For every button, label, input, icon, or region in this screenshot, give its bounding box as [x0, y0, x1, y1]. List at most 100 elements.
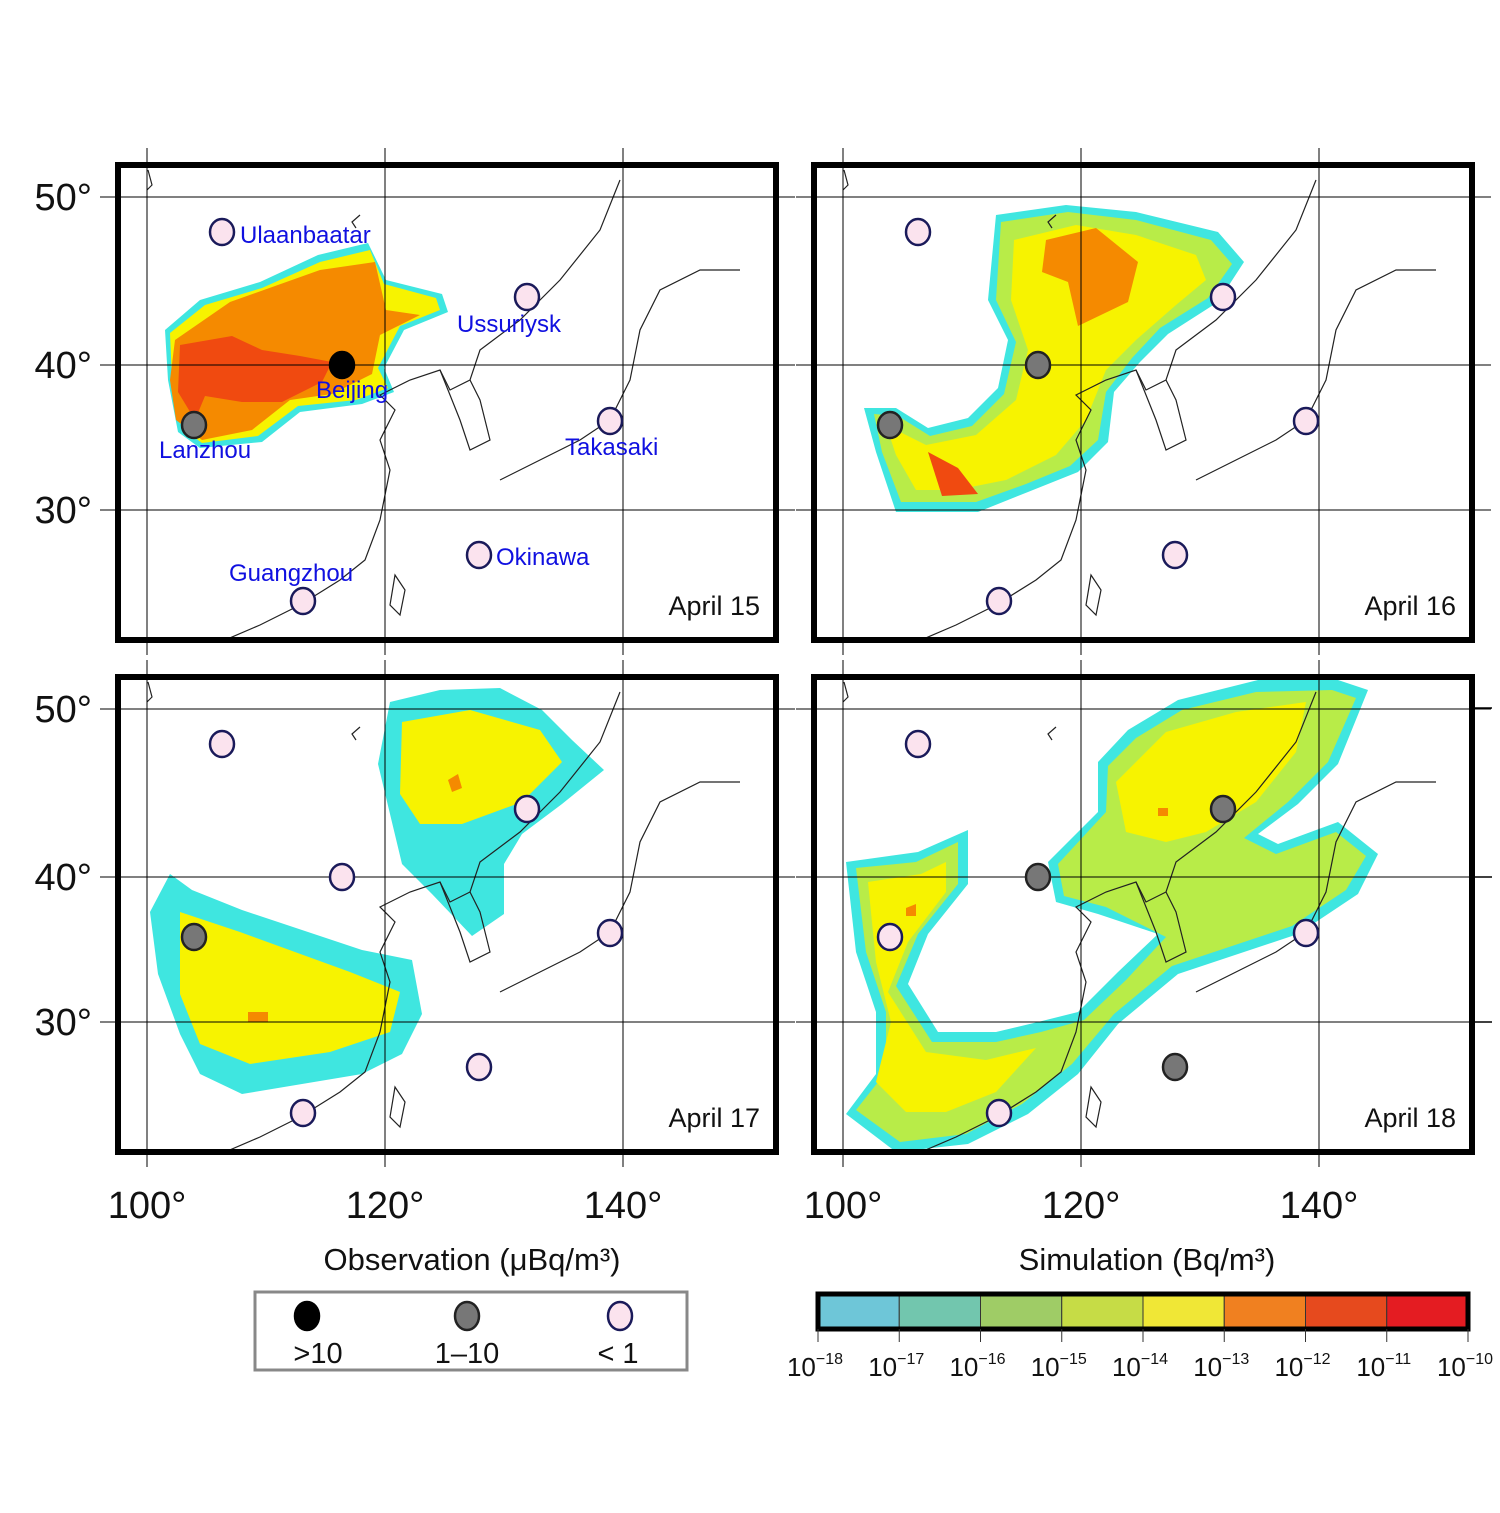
coastline	[1047, 214, 1057, 229]
legend-label: >10	[293, 1338, 342, 1370]
station-marker-ussuriysk	[513, 794, 541, 824]
legend-label: 1–10	[435, 1338, 500, 1370]
tick-exponent: −16	[978, 1351, 1005, 1368]
latitude-tick-label: 40°	[35, 345, 92, 387]
station-marker-ulaanbaatar	[904, 217, 932, 247]
map-panel-4: April 18 100° 120° 140°	[796, 660, 1491, 1227]
simulation-title: Simulation (Bq/m³)	[1019, 1242, 1276, 1277]
map-panel-2: April 16	[796, 148, 1491, 655]
map-content	[146, 169, 740, 640]
colorbar-tick-label: 10−15	[1031, 1351, 1087, 1382]
tick-exponent: −18	[816, 1351, 843, 1368]
station-marker-okinawa	[465, 1052, 493, 1082]
latitude-tick-label: 40°	[35, 857, 92, 899]
station-label-ulaanbaatar: Ulaanbaatar	[240, 222, 371, 249]
panel-frame	[115, 674, 779, 1155]
coastline	[1195, 269, 1436, 481]
tick-base: 10	[1112, 1352, 1141, 1382]
station-marker-lanzhou	[876, 922, 904, 952]
colorbar-tick-label: 10−11	[1356, 1351, 1411, 1382]
map-content	[842, 169, 1436, 640]
latitude-tick-label: 30°	[35, 1002, 92, 1044]
coastline	[1085, 1085, 1102, 1129]
tick-exponent: −10	[1466, 1351, 1493, 1368]
coastline	[146, 681, 153, 703]
station-marker-ulaanbaatar	[208, 729, 236, 759]
plume-area-yellow	[180, 912, 400, 1064]
coastline	[1135, 881, 1187, 963]
tick-exponent: −15	[1060, 1351, 1087, 1368]
station-marker-guangzhou	[289, 1098, 317, 1128]
plume-area-yellow	[1116, 702, 1306, 842]
tick-base: 10	[1193, 1352, 1222, 1382]
tick-base: 10	[1356, 1352, 1385, 1382]
station-label-lanzhou: Lanzhou	[159, 437, 251, 464]
colorbar-bin	[817, 1293, 900, 1330]
coastline	[351, 214, 361, 229]
station-marker-ussuriysk	[1209, 794, 1237, 824]
tick-base: 10	[1437, 1352, 1466, 1382]
panel-date-label: April 18	[1364, 1103, 1456, 1133]
station-marker-ulaanbaatar	[904, 729, 932, 759]
plume-area-orange	[1158, 808, 1168, 816]
observation-title: Observation (μBq/m³)	[324, 1242, 621, 1277]
tick-base: 10	[1274, 1352, 1303, 1382]
colorbar-tick-label: 10−17	[868, 1351, 924, 1382]
observation-legend: >10 1–10 < 1	[253, 1290, 689, 1372]
coastline	[224, 179, 621, 640]
legend-marker	[453, 1300, 481, 1332]
plume-area-orange	[906, 904, 916, 916]
station-label-okinawa: Okinawa	[496, 544, 590, 571]
plume-area-orange	[448, 774, 462, 792]
station-marker-lanzhou	[876, 410, 904, 440]
longitude-tick-label: 120°	[1042, 1185, 1121, 1227]
tick-exponent: −11	[1385, 1351, 1411, 1368]
station-marker-guangzhou	[985, 586, 1013, 616]
station-marker-takasaki	[1292, 406, 1320, 436]
plume-area-orange	[1042, 228, 1138, 326]
colorbar-bin	[1223, 1293, 1306, 1330]
map-panel-1: Ulaanbaatar Beijing Lanzhou Ussuriysk Takasa…	[35, 148, 795, 655]
coastline	[499, 781, 740, 993]
station-label-guangzhou: Guangzhou	[229, 560, 353, 587]
map-content	[842, 680, 1436, 1152]
coastline	[1085, 573, 1102, 617]
station-marker-lanzhou	[180, 410, 208, 440]
station-marker-takasaki	[596, 406, 624, 436]
tick-base: 10	[1031, 1352, 1060, 1382]
coastline	[920, 179, 1317, 640]
station-marker-ulaanbaatar	[208, 217, 236, 247]
panel-frame	[811, 162, 1475, 643]
tick-exponent: −13	[1222, 1351, 1249, 1368]
coastline	[351, 726, 361, 741]
coastline	[1135, 369, 1187, 451]
station-marker-beijing	[328, 862, 356, 892]
colorbar-bin	[1305, 1293, 1388, 1330]
map-content	[146, 681, 740, 1152]
colorbar-tick-label: 10−10	[1437, 1351, 1493, 1382]
plume-area-red	[928, 452, 978, 496]
station-marker-takasaki	[596, 918, 624, 948]
coastline	[499, 269, 740, 481]
longitude-tick-label: 140°	[584, 1185, 663, 1227]
colorbar-bin	[1386, 1293, 1469, 1330]
tick-exponent: −14	[1141, 1351, 1168, 1368]
panel-date-label: April 15	[668, 591, 760, 621]
panel-date-label: April 17	[668, 1103, 760, 1133]
colorbar-tick-label: 10−13	[1193, 1351, 1249, 1382]
station-marker-takasaki	[1292, 918, 1320, 948]
coastline	[389, 573, 406, 617]
coastline	[224, 691, 621, 1152]
panel-frame	[115, 162, 779, 643]
latitude-tick-label: 50°	[35, 177, 92, 219]
colorbar-bin	[898, 1293, 981, 1330]
station-marker-okinawa	[465, 540, 493, 570]
station-marker-lanzhou	[180, 922, 208, 952]
station-label-takasaki: Takasaki	[565, 434, 658, 461]
coastline	[842, 169, 849, 191]
station-label-ussuriysk: Ussuriysk	[457, 311, 562, 338]
tick-base: 10	[949, 1352, 978, 1382]
coastline	[842, 681, 849, 703]
longitude-tick-label: 100°	[108, 1185, 187, 1227]
coastline	[439, 881, 491, 963]
